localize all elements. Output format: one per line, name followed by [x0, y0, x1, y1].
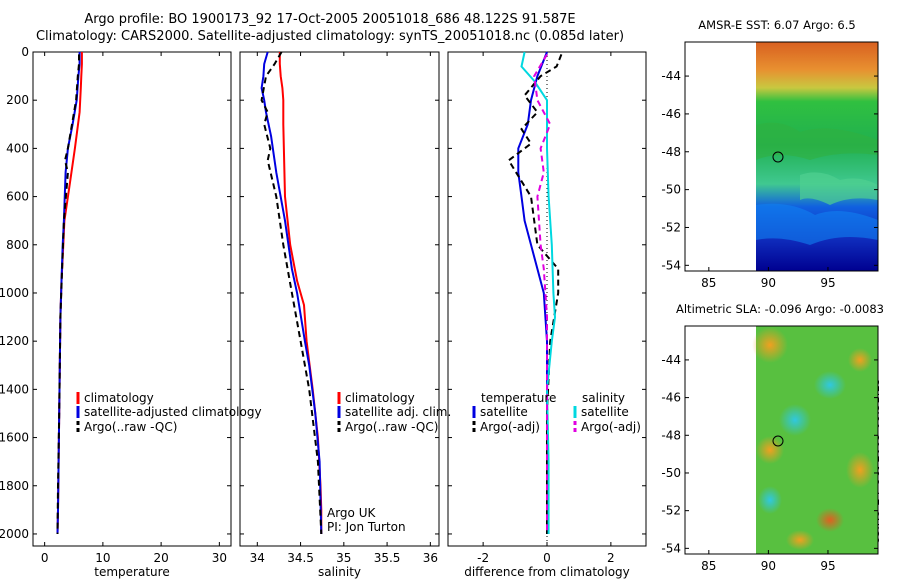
y-tick-label: 1400 [0, 382, 29, 396]
legend-label: satellite [480, 405, 528, 419]
temperature-panel-frame [32, 51, 232, 547]
x-tick-label: 20 [153, 551, 168, 565]
x-axis-label: salinity [318, 565, 361, 579]
legend-label: satellite-adjusted climatology [84, 405, 262, 419]
map-x-tick-label: 90 [761, 276, 776, 290]
map-y-tick-label: -54 [661, 541, 681, 555]
annotation-text: PI: Jon Turton [327, 520, 406, 534]
x-tick-label: 30 [212, 551, 227, 565]
legend-label: Argo(..raw -QC) [84, 420, 177, 434]
map-y-tick-label: -50 [661, 183, 681, 197]
x-tick-label: 0 [543, 551, 551, 565]
sla-map [684, 325, 879, 555]
map-y-tick-label: -46 [661, 107, 681, 121]
series-line-temperature-satellite [517, 51, 548, 534]
map-x-tick-label: 90 [761, 559, 776, 573]
legend-label: climatology [84, 391, 154, 405]
y-tick-label: 200 [6, 93, 29, 107]
y-tick-label: 1200 [0, 334, 29, 348]
legend-label: Argo(-adj) [581, 420, 641, 434]
series-line-climatology [278, 52, 323, 534]
annotation-text: Argo UK [327, 506, 376, 520]
map-y-tick-label: -54 [661, 258, 681, 272]
legend-label: climatology [345, 391, 415, 405]
legend-label: Argo(-adj) [480, 420, 540, 434]
y-tick-label: 600 [6, 190, 29, 204]
x-axis-label: difference from climatology [464, 565, 630, 579]
series-line-argo-raw-qc- [260, 51, 323, 535]
x-tick-label: 34.5 [287, 551, 314, 565]
sst-map-frame [684, 41, 879, 272]
y-tick-label: 400 [6, 141, 29, 155]
salinity-panel-frame [239, 51, 440, 547]
x-tick-label: 35 [336, 551, 351, 565]
map-x-tick-label: 95 [820, 559, 835, 573]
sst-map [684, 41, 879, 272]
y-tick-label: 1000 [0, 286, 29, 300]
map-x-tick-label: 85 [701, 276, 716, 290]
map-x-tick-label: 95 [820, 276, 835, 290]
sst-map-title: AMSR-E SST: 6.07 Argo: 6.5 [698, 18, 856, 32]
map-y-tick-label: -46 [661, 391, 681, 405]
legend-label: satellite adj. clim. [345, 405, 451, 419]
sla-map-title: Altimetric SLA: -0.096 Argo: -0.0083 [676, 302, 884, 316]
x-tick-label: -2 [477, 551, 489, 565]
y-tick-label: 2000 [0, 527, 29, 541]
y-tick-label: 1800 [0, 479, 29, 493]
x-tick-label: 0 [41, 551, 49, 565]
sla-map-frame [684, 325, 879, 555]
map-y-tick-label: -48 [661, 428, 681, 442]
sst-argo-marker [772, 151, 784, 163]
figure-title-line2: Climatology: CARS2000. Satellite-adjuste… [35, 29, 625, 44]
y-tick-label: 0 [21, 45, 29, 59]
map-y-tick-label: -44 [661, 69, 681, 83]
x-axis-label: temperature [94, 565, 169, 579]
x-tick-label: 34 [250, 551, 265, 565]
map-y-tick-label: -52 [661, 504, 681, 518]
legend-heading: salinity [582, 391, 625, 405]
legend-heading: temperature [481, 391, 556, 405]
map-y-tick-label: -48 [661, 145, 681, 159]
series-line-argo-raw-qc- [56, 54, 80, 535]
x-tick-label: 2 [607, 551, 615, 565]
series-line-satellite-adj-clim- [260, 51, 323, 535]
map-y-tick-label: -50 [661, 466, 681, 480]
sla-argo-marker [772, 435, 784, 447]
map-x-tick-label: 85 [701, 559, 716, 573]
x-tick-label: 10 [95, 551, 110, 565]
figure-title-line1: Argo profile: BO 1900173_92 17-Oct-2005 … [84, 12, 576, 27]
y-tick-label: 1600 [0, 431, 29, 445]
series-line-salinity-argo-adj- [533, 53, 552, 534]
x-tick-label: 35.5 [374, 551, 401, 565]
legend-label: satellite [581, 405, 629, 419]
legend-label: Argo(..raw -QC) [345, 420, 438, 434]
map-y-tick-label: -52 [661, 220, 681, 234]
x-tick-label: 36 [423, 551, 438, 565]
map-y-tick-label: -44 [661, 353, 681, 367]
y-tick-label: 800 [6, 238, 29, 252]
